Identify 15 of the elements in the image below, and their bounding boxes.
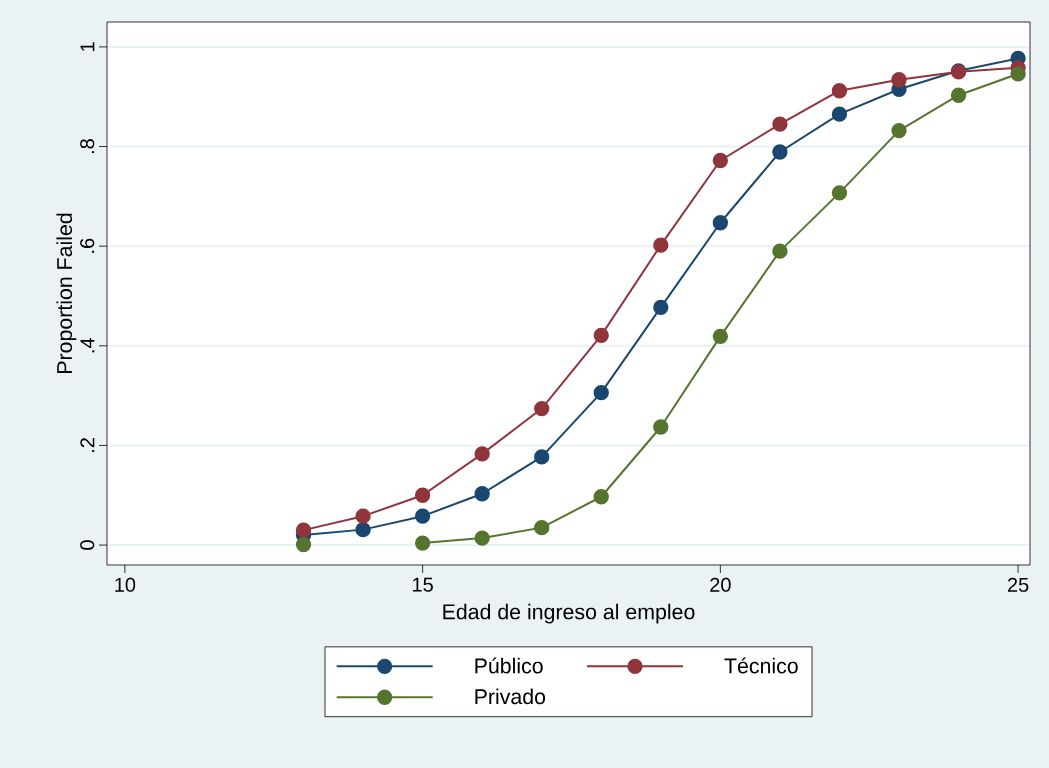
y-tick-label: 0 — [80, 540, 95, 550]
y-axis-title: Proportion Failed — [56, 213, 77, 373]
legend-label: Público — [475, 657, 543, 674]
x-tick-label: 25 — [1007, 577, 1029, 592]
y-tick-label: .2 — [80, 438, 95, 452]
y-tick-label: .4 — [80, 338, 95, 353]
legend-label: Privado — [475, 688, 546, 705]
x-tick-label: 10 — [115, 577, 136, 592]
x-tick-label: 20 — [710, 577, 731, 592]
x-tick-label: 15 — [413, 577, 433, 592]
y-tick-label: .6 — [80, 238, 95, 253]
y-tick-label: .8 — [80, 139, 95, 154]
x-axis-title: Edad de ingreso al empleo — [443, 603, 695, 624]
legend-label: Técnico — [724, 657, 798, 674]
y-tick-label: 1 — [80, 42, 95, 51]
